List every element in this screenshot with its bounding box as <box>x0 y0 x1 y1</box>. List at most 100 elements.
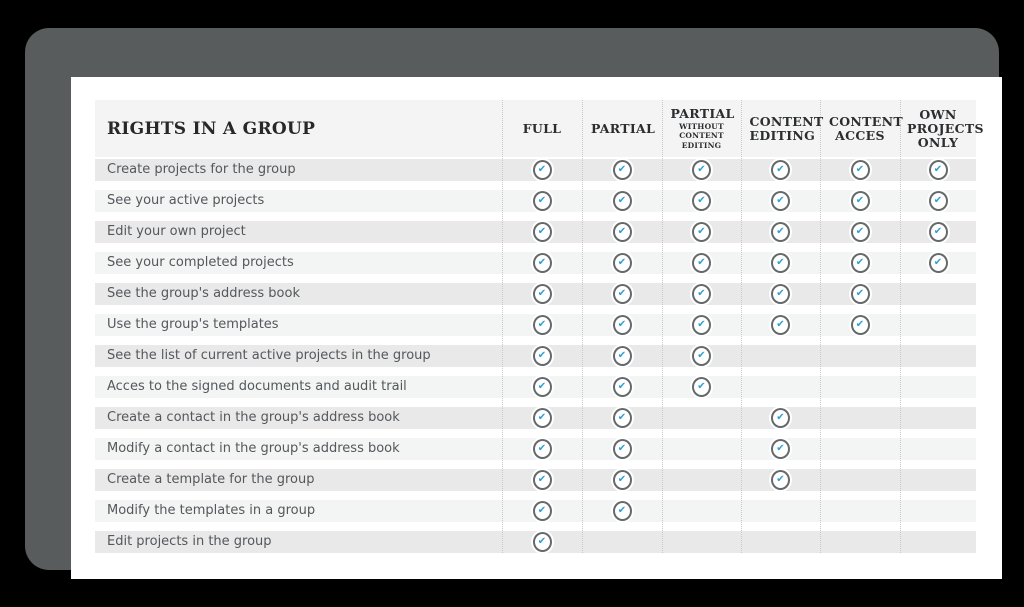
check-circle-icon: ✔ <box>532 408 552 428</box>
check-circle-icon: ✔ <box>692 284 711 304</box>
check-circle-icon: ✔ <box>771 408 790 428</box>
check-cell: ✔ <box>820 314 900 336</box>
check-circle-icon: ✔ <box>692 377 711 397</box>
check-cell: ✔ <box>662 283 741 305</box>
check-circle-icon: ✔ <box>612 315 632 335</box>
check-cell <box>900 283 976 305</box>
check-circle-icon: ✔ <box>612 501 632 521</box>
table-row: See the list of current active projects … <box>95 345 976 367</box>
check-cell <box>900 314 976 336</box>
check-circle-icon: ✔ <box>532 532 552 552</box>
check-cell <box>741 500 820 522</box>
check-circle-icon: ✔ <box>532 315 552 335</box>
check-circle-icon: ✔ <box>532 439 552 459</box>
check-cell: ✔ <box>502 469 582 491</box>
content-card: RIGHTS IN A GROUP FULL PARTIAL PARTIAL W… <box>71 77 1002 579</box>
row-label: Edit your own project <box>107 224 246 239</box>
check-cell <box>662 469 741 491</box>
column-header-label: PARTIAL <box>670 105 735 121</box>
check-circle-icon: ✔ <box>532 191 552 211</box>
check-circle-icon: ✔ <box>692 253 711 273</box>
row-label: Create projects for the group <box>107 162 296 177</box>
check-cell <box>662 407 741 429</box>
check-circle-icon: ✔ <box>692 222 711 242</box>
check-cell: ✔ <box>741 190 820 212</box>
check-cell <box>820 376 900 398</box>
check-circle-icon: ✔ <box>692 191 711 211</box>
check-circle-icon: ✔ <box>850 222 870 242</box>
check-cell: ✔ <box>820 252 900 274</box>
check-cell <box>820 500 900 522</box>
check-cell <box>662 531 741 553</box>
check-cell: ✔ <box>502 531 582 553</box>
check-circle-icon: ✔ <box>532 284 552 304</box>
check-circle-icon: ✔ <box>612 377 632 397</box>
check-circle-icon: ✔ <box>771 160 790 180</box>
row-label: See your active projects <box>107 193 265 208</box>
check-cell <box>820 438 900 460</box>
column-header: OWN PROJECTS ONLY <box>900 100 984 157</box>
row-label: Modify the templates in a group <box>107 503 316 518</box>
check-cell <box>900 345 976 367</box>
rights-table: RIGHTS IN A GROUP FULL PARTIAL PARTIAL W… <box>95 100 984 562</box>
check-cell <box>741 376 820 398</box>
table-row: Create projects for the group ✔ ✔ ✔ ✔ ✔ ✔ <box>95 159 976 181</box>
check-cell: ✔ <box>662 190 741 212</box>
check-cell: ✔ <box>582 221 662 243</box>
check-cell: ✔ <box>900 159 976 181</box>
check-cell: ✔ <box>502 221 582 243</box>
table-row: See your completed projects ✔ ✔ ✔ ✔ ✔ ✔ <box>95 252 976 274</box>
check-circle-icon: ✔ <box>612 346 632 366</box>
check-circle-icon: ✔ <box>850 191 870 211</box>
check-cell <box>900 438 976 460</box>
row-label: See your completed projects <box>107 255 294 270</box>
check-circle-icon: ✔ <box>850 315 870 335</box>
check-cell: ✔ <box>741 314 820 336</box>
row-label: Create a template for the group <box>107 472 315 487</box>
table-row: Modify the templates in a group ✔ ✔ <box>95 500 976 522</box>
check-circle-icon: ✔ <box>850 160 870 180</box>
check-cell: ✔ <box>662 221 741 243</box>
table-row: Use the group's templates ✔ ✔ ✔ ✔ ✔ <box>95 314 976 336</box>
check-cell <box>662 438 741 460</box>
check-cell: ✔ <box>820 159 900 181</box>
table-row: Edit your own project ✔ ✔ ✔ ✔ ✔ ✔ <box>95 221 976 243</box>
check-cell: ✔ <box>502 252 582 274</box>
check-cell: ✔ <box>502 345 582 367</box>
check-circle-icon: ✔ <box>771 284 790 304</box>
check-cell <box>900 407 976 429</box>
table-row: See your active projects ✔ ✔ ✔ ✔ ✔ ✔ <box>95 190 976 212</box>
check-circle-icon: ✔ <box>850 253 870 273</box>
check-circle-icon: ✔ <box>532 222 552 242</box>
check-cell: ✔ <box>820 190 900 212</box>
check-cell: ✔ <box>502 190 582 212</box>
table-row: Modify a contact in the group's address … <box>95 438 976 460</box>
column-divider <box>900 100 901 553</box>
window-frame: RIGHTS IN A GROUP FULL PARTIAL PARTIAL W… <box>25 28 1002 579</box>
check-circle-icon: ✔ <box>850 284 870 304</box>
check-circle-icon: ✔ <box>532 346 552 366</box>
check-circle-icon: ✔ <box>771 315 790 335</box>
check-cell: ✔ <box>741 221 820 243</box>
check-cell <box>741 531 820 553</box>
check-circle-icon: ✔ <box>612 253 632 273</box>
column-header-label: OWN PROJECTS ONLY <box>907 106 984 150</box>
column-header-label: PARTIAL <box>591 120 656 136</box>
check-circle-icon: ✔ <box>928 222 948 242</box>
check-cell: ✔ <box>820 221 900 243</box>
check-cell <box>820 407 900 429</box>
check-cell: ✔ <box>741 438 820 460</box>
check-cell: ✔ <box>741 252 820 274</box>
check-cell <box>582 531 662 553</box>
row-label: Acces to the signed documents and audit … <box>107 379 407 394</box>
check-cell: ✔ <box>582 190 662 212</box>
check-cell: ✔ <box>502 159 582 181</box>
check-cell: ✔ <box>662 345 741 367</box>
title-cell: RIGHTS IN A GROUP <box>95 100 502 157</box>
check-cell <box>900 500 976 522</box>
check-circle-icon: ✔ <box>612 284 632 304</box>
column-header: CONTENT ACCES <box>820 100 903 157</box>
table-row: Acces to the signed documents and audit … <box>95 376 976 398</box>
check-cell: ✔ <box>900 252 976 274</box>
